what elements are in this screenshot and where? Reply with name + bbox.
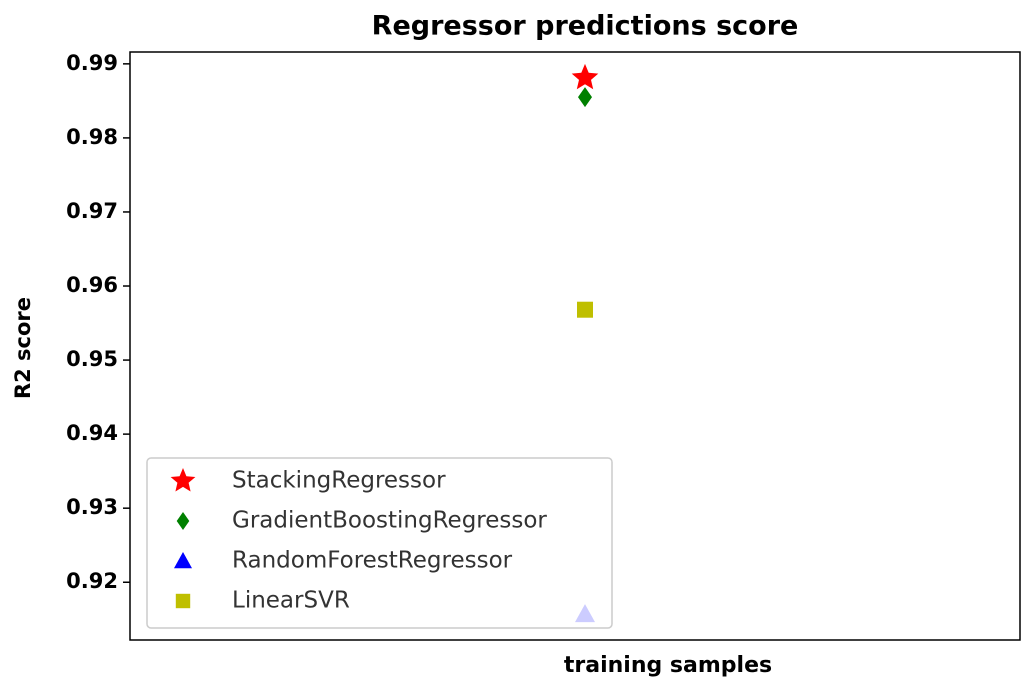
y-tick-label: 0.99: [66, 51, 118, 75]
y-tick-label: 0.94: [66, 421, 118, 445]
legend-marker: [170, 468, 196, 492]
y-tick-label: 0.95: [66, 347, 118, 371]
y-tick-label: 0.97: [66, 199, 118, 223]
y-axis-label: R2 score: [11, 297, 35, 399]
y-tick-label: 0.96: [66, 273, 118, 297]
axes-frame: [129, 51, 1021, 641]
point: [571, 63, 599, 90]
legend-label: StackingRegressor: [232, 468, 446, 494]
y-tick-label: 0.98: [66, 125, 118, 149]
chart-title: Regressor predictions score: [372, 11, 799, 42]
legend-marker: [175, 593, 191, 609]
legend-marker: [174, 552, 192, 569]
point: [578, 87, 592, 108]
legend-box: [146, 457, 613, 629]
point: [577, 301, 593, 318]
legend-label: LinearSVR: [232, 588, 350, 614]
legend-label: RandomForestRegressor: [232, 548, 513, 574]
x-axis-label: training samples: [564, 653, 772, 678]
y-tick-label: 0.92: [66, 569, 118, 593]
y-tick-label: 0.93: [66, 495, 118, 519]
legend-label: GradientBoostingRegressor: [232, 508, 547, 534]
legend-marker: [176, 512, 190, 530]
